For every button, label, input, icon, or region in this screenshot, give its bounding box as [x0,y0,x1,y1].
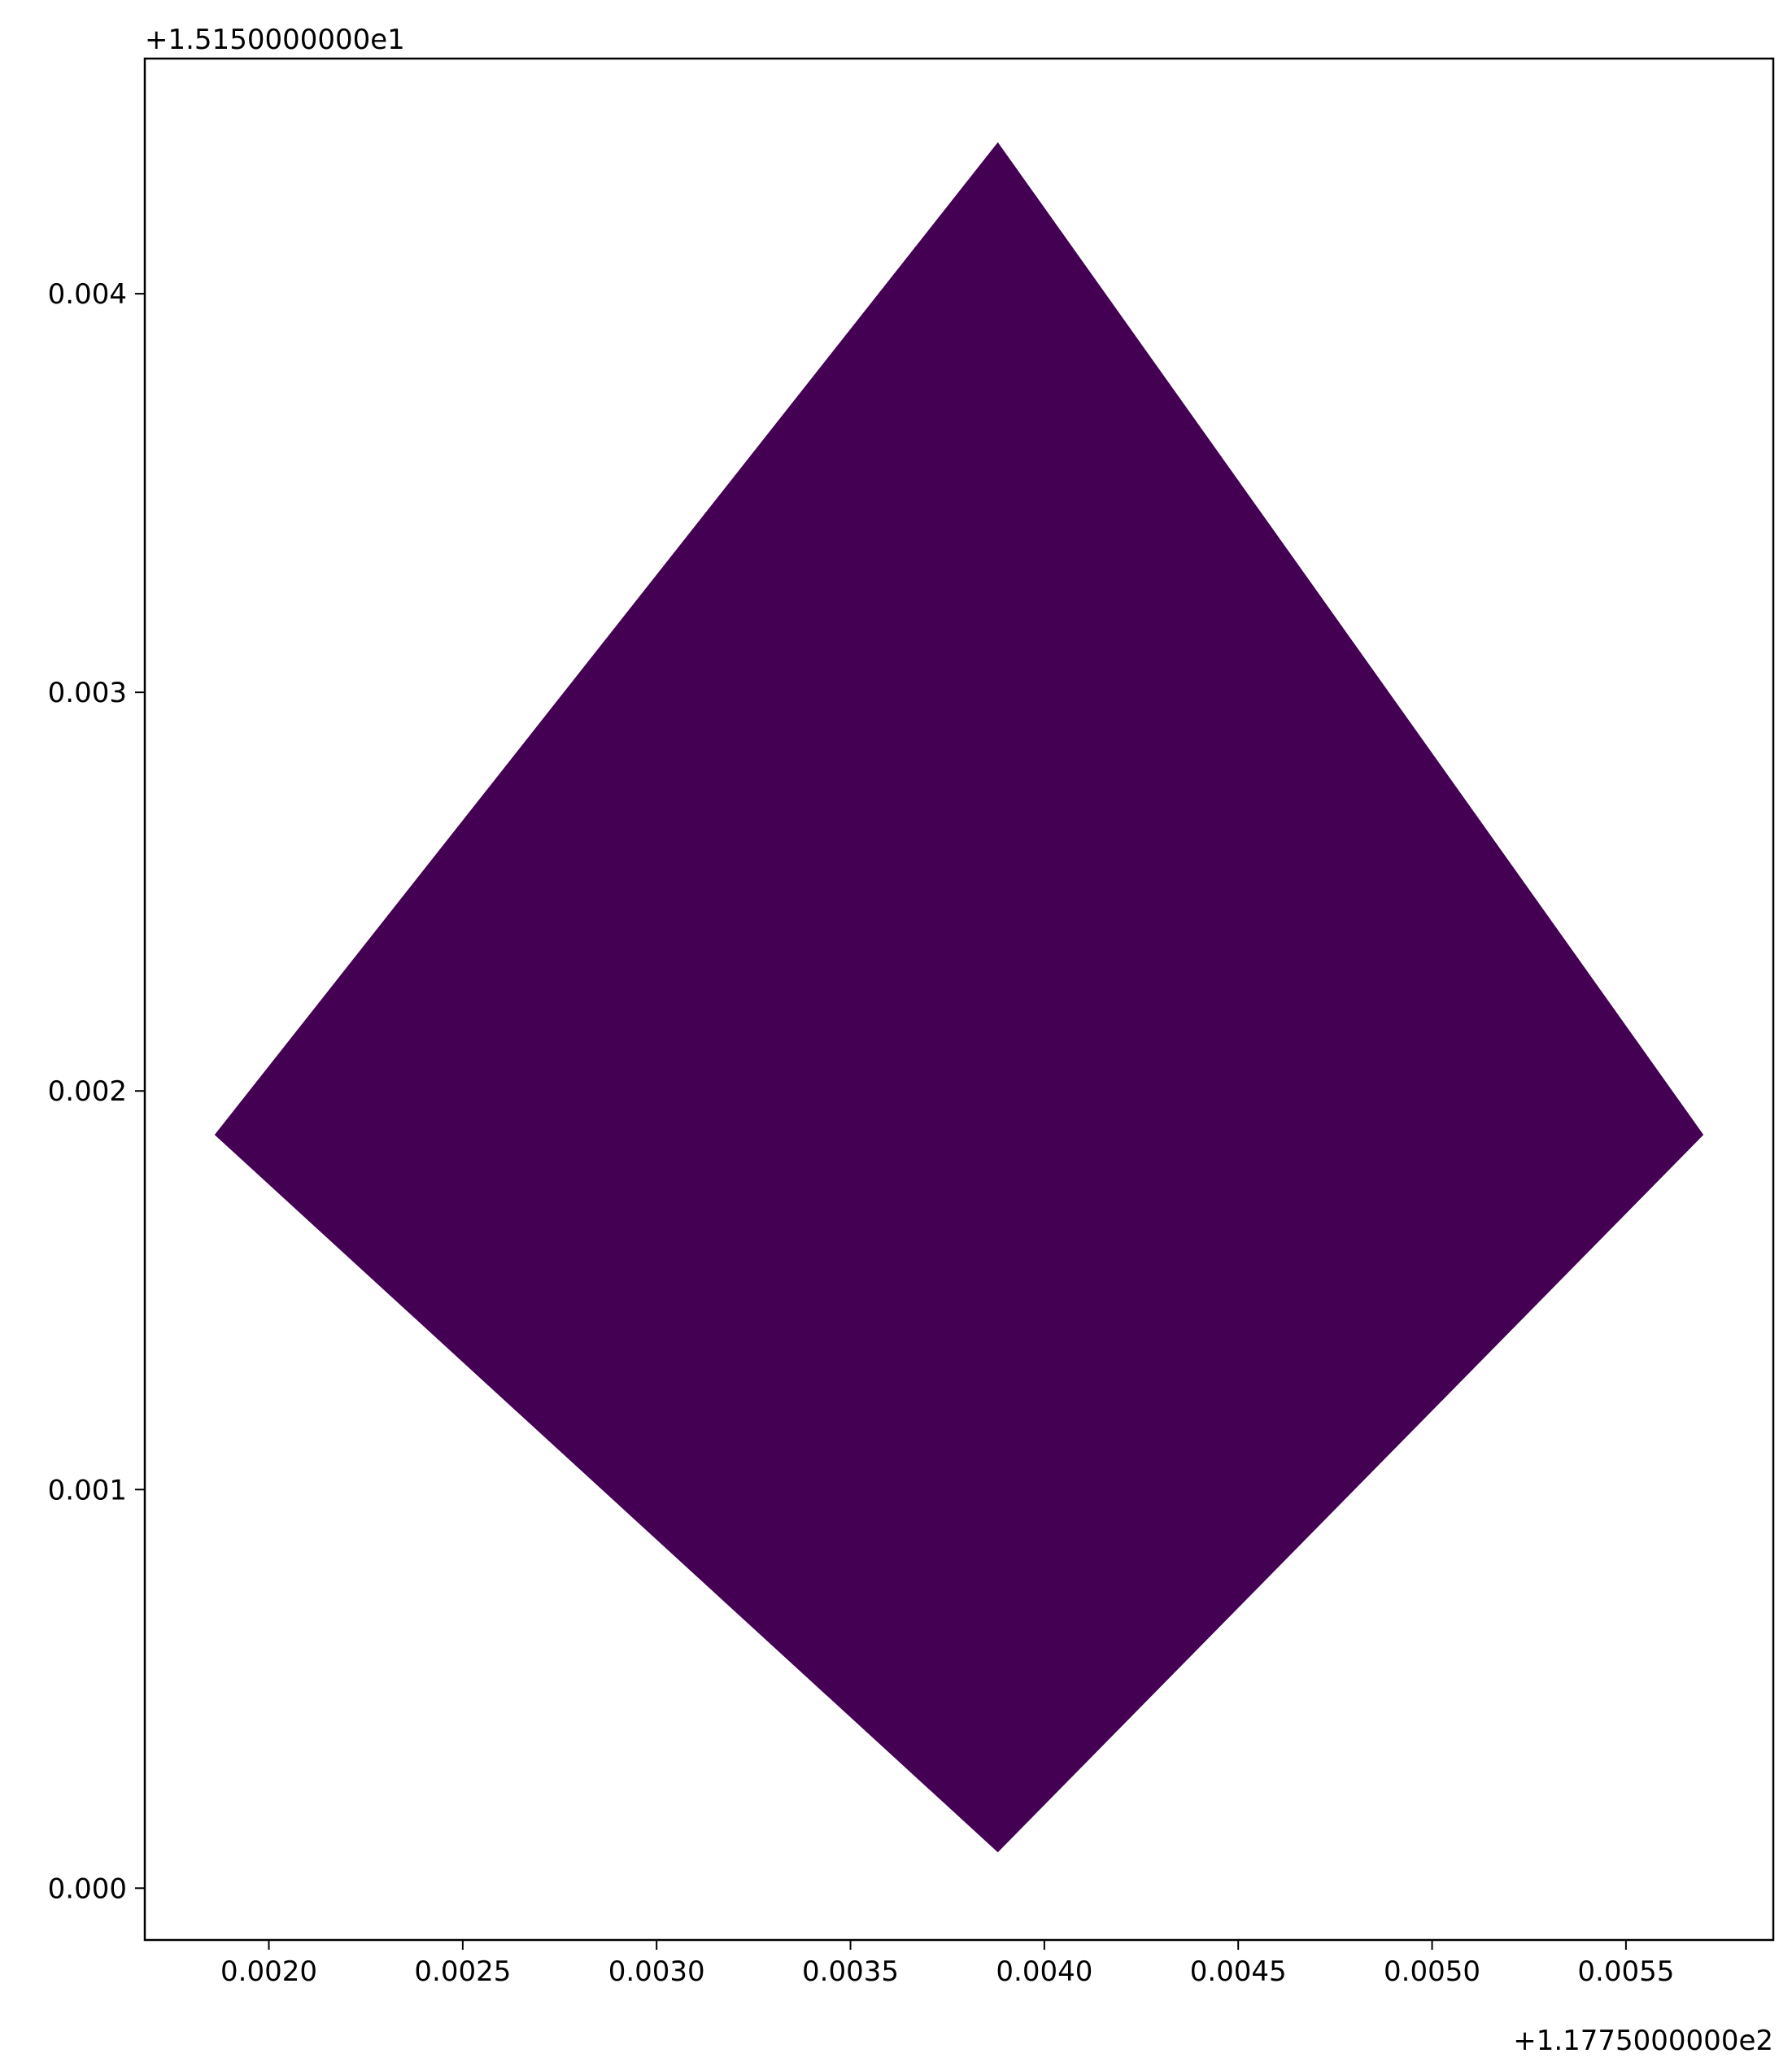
x-tick-label: 0.0030 [608,1955,705,1988]
x-tick-label: 0.0035 [802,1955,899,1988]
y-tick-label: 0.001 [48,1474,127,1506]
y-offset-label: +1.5150000000e1 [145,24,405,56]
y-tick-label: 0.004 [48,278,127,311]
x-tick-label: 0.0040 [996,1955,1092,1988]
y-tick-label: 0.002 [48,1075,127,1108]
x-offset-label: +1.1775000000e2 [1513,2025,1773,2057]
y-tick-label: 0.003 [48,677,127,709]
y-tick-label: 0.000 [48,1872,127,1905]
x-tick-label: 0.0050 [1384,1955,1480,1988]
x-tick-label: 0.0055 [1577,1955,1674,1988]
x-tick-label: 0.0045 [1190,1955,1287,1988]
x-tick-label: 0.0025 [414,1955,511,1988]
x-tick-label: 0.0020 [220,1955,317,1988]
